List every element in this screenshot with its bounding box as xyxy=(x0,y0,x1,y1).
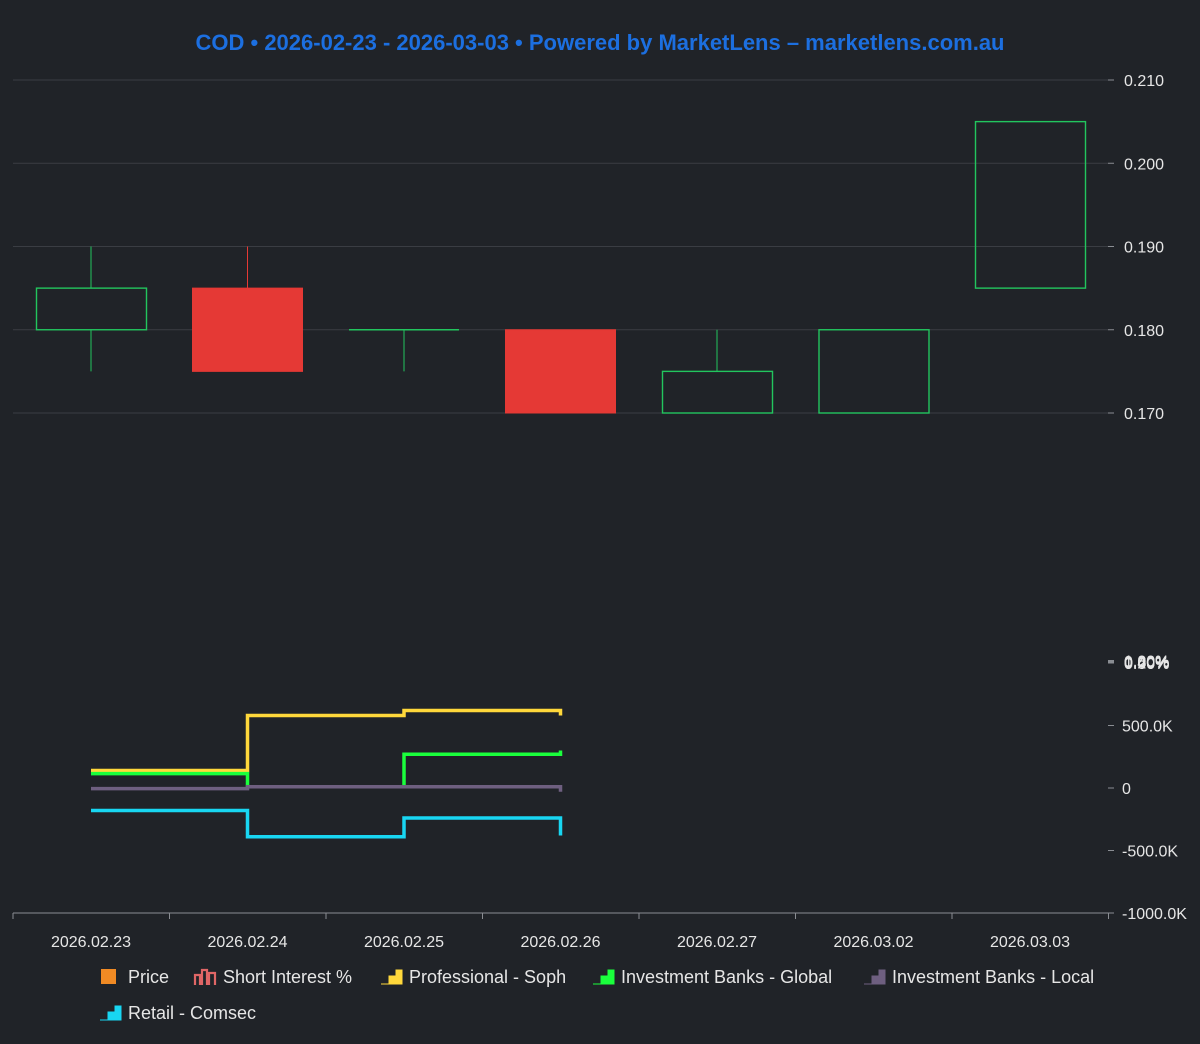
legend-swatch-step xyxy=(100,1005,122,1021)
legend-item[interactable]: Professional - Soph xyxy=(381,967,566,987)
candle-body xyxy=(661,370,774,414)
x-tick-label: 2026.03.03 xyxy=(990,934,1070,951)
price-tick-label: 0.200 xyxy=(1124,156,1164,173)
price-tick-label: 0.210 xyxy=(1124,73,1164,90)
price-tick-label: 0.180 xyxy=(1124,323,1164,340)
candle-body xyxy=(192,287,303,372)
legend-swatch-short-interest xyxy=(193,968,217,985)
legend-item[interactable]: Price xyxy=(101,967,169,987)
flow-series-line xyxy=(91,808,563,839)
flow-lines xyxy=(91,708,563,839)
legend-label: Professional - Soph xyxy=(409,967,566,987)
legend[interactable]: Price Short Interest % Professional - Soph… xyxy=(100,967,1094,1023)
short-interest-tick-label: 0.00% xyxy=(1124,656,1169,673)
legend-item[interactable]: Investment Banks - Global xyxy=(593,967,832,987)
legend-item[interactable]: Retail - Comsec xyxy=(100,1003,256,1023)
legend-label: Retail - Comsec xyxy=(128,1003,256,1023)
legend-label: Short Interest % xyxy=(223,967,352,987)
flow-series-line xyxy=(91,750,563,789)
flow-series-line xyxy=(91,708,563,773)
x-tick-label: 2026.02.23 xyxy=(51,934,131,951)
flows-tick-label: -1000.0K xyxy=(1122,906,1187,923)
candle-body xyxy=(505,329,616,414)
flows-tick-label: 500.0K xyxy=(1122,719,1173,736)
price-tick-label: 0.190 xyxy=(1124,240,1164,257)
candle-body xyxy=(818,329,930,414)
short-interest-tick-label: 0.80% xyxy=(1124,654,1169,671)
x-tick-label: 2026.02.24 xyxy=(207,934,287,951)
short-interest-tick-label: 1.00% xyxy=(1124,654,1169,671)
x-tick-label: 2026.02.26 xyxy=(520,934,600,951)
flow-series-line xyxy=(91,785,563,792)
short-interest-tick-label: 0.20% xyxy=(1124,656,1169,673)
flows-axis: 500.0K 0 -500.0K -1000.0K xyxy=(1108,719,1187,923)
flows-tick-label: -500.0K xyxy=(1122,844,1178,861)
chart-title: COD • 2026-02-23 - 2026-03-03 • Powered … xyxy=(196,30,1005,55)
x-tick-label: 2026.02.25 xyxy=(364,934,444,951)
legend-item[interactable]: Investment Banks - Local xyxy=(864,967,1094,987)
candles xyxy=(35,120,1087,414)
flows-tick-label: 0 xyxy=(1122,781,1131,798)
short-interest-tick-label: 0.60% xyxy=(1124,655,1169,672)
legend-swatch-price xyxy=(101,969,116,984)
legend-swatch-step xyxy=(593,969,615,985)
x-tick-label: 2026.03.02 xyxy=(833,934,913,951)
candle-body xyxy=(35,287,148,331)
short-interest-axis: 1.00%0.80%0.60%0.40%0.20%0.00% xyxy=(1108,654,1169,673)
short-interest-tick-label: 0.40% xyxy=(1124,655,1169,672)
price-axis: 0.210 0.200 0.190 0.180 0.170 xyxy=(1108,73,1164,423)
x-tick-label: 2026.02.27 xyxy=(677,934,757,951)
x-axis: 2026.02.23 2026.02.24 2026.02.25 2026.02.26… xyxy=(12,912,1109,951)
price-tick-label: 0.170 xyxy=(1124,406,1164,423)
candle-body xyxy=(974,120,1087,289)
legend-label: Price xyxy=(128,967,169,987)
legend-item[interactable]: Short Interest % xyxy=(193,967,352,987)
legend-swatch-step xyxy=(381,969,403,985)
legend-swatch-step xyxy=(864,969,886,985)
legend-label: Investment Banks - Global xyxy=(621,967,832,987)
legend-label: Investment Banks - Local xyxy=(892,967,1094,987)
